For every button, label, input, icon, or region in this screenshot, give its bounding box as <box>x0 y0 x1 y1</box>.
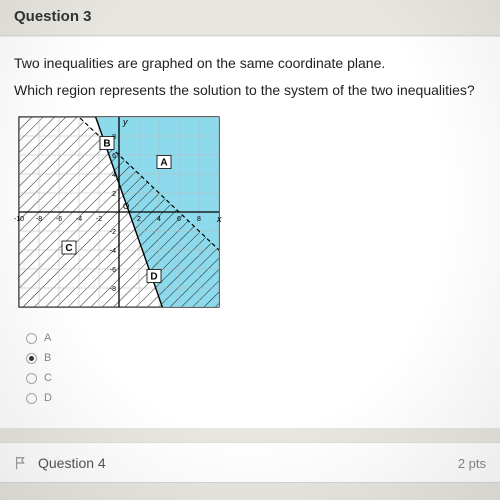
svg-text:-6: -6 <box>110 267 116 274</box>
question-text-line1: Two inequalities are graphed on the same… <box>14 53 486 74</box>
svg-text:-10: -10 <box>14 216 24 223</box>
svg-text:B: B <box>103 139 110 150</box>
svg-text:-2: -2 <box>96 216 102 223</box>
svg-text:D: D <box>150 272 157 283</box>
svg-text:y: y <box>122 117 128 127</box>
question-body: Two inequalities are graphed on the same… <box>0 36 500 428</box>
radio-a[interactable] <box>26 333 37 344</box>
next-question-points: 2 pts <box>458 456 486 471</box>
next-question-bar[interactable]: Question 4 2 pts <box>0 442 500 483</box>
svg-text:-8: -8 <box>110 286 116 293</box>
svg-text:O: O <box>123 202 129 211</box>
svg-text:2: 2 <box>112 191 116 198</box>
choice-c-label: C <box>44 372 52 384</box>
coordinate-plane: -10-8-6-4-22468-8-6-4-22468OxyABCD <box>14 112 224 312</box>
answer-choices: A B C D <box>26 332 486 404</box>
question-text-line2: Which region represents the solution to … <box>14 82 486 98</box>
choice-d[interactable]: D <box>26 392 486 404</box>
choice-b-label: B <box>44 352 51 364</box>
next-question-title: Question 4 <box>38 455 106 471</box>
flag-icon <box>14 456 28 470</box>
svg-text:6: 6 <box>112 153 116 160</box>
choice-c[interactable]: C <box>26 372 486 384</box>
svg-text:x: x <box>216 214 222 224</box>
choice-d-label: D <box>44 392 52 404</box>
question-number: Question 3 <box>14 8 92 25</box>
svg-text:A: A <box>160 158 167 169</box>
svg-text:4: 4 <box>112 172 116 179</box>
svg-text:2: 2 <box>137 216 141 223</box>
question-header: Question 3 <box>0 0 500 36</box>
choice-a[interactable]: A <box>26 332 486 344</box>
radio-b[interactable] <box>26 353 37 364</box>
svg-text:-2: -2 <box>110 229 116 236</box>
quiz-page: Question 3 Two inequalities are graphed … <box>0 0 500 483</box>
svg-text:6: 6 <box>177 216 181 223</box>
svg-text:-4: -4 <box>76 216 82 223</box>
radio-d[interactable] <box>26 393 37 404</box>
svg-text:-8: -8 <box>36 216 42 223</box>
choice-b[interactable]: B <box>26 352 486 364</box>
radio-c[interactable] <box>26 373 37 384</box>
svg-text:C: C <box>65 243 72 254</box>
svg-text:-4: -4 <box>110 248 116 255</box>
choice-a-label: A <box>44 332 51 344</box>
svg-text:-6: -6 <box>56 216 62 223</box>
graph-figure: -10-8-6-4-22468-8-6-4-22468OxyABCD <box>14 112 224 312</box>
svg-text:8: 8 <box>197 216 201 223</box>
svg-text:4: 4 <box>157 216 161 223</box>
